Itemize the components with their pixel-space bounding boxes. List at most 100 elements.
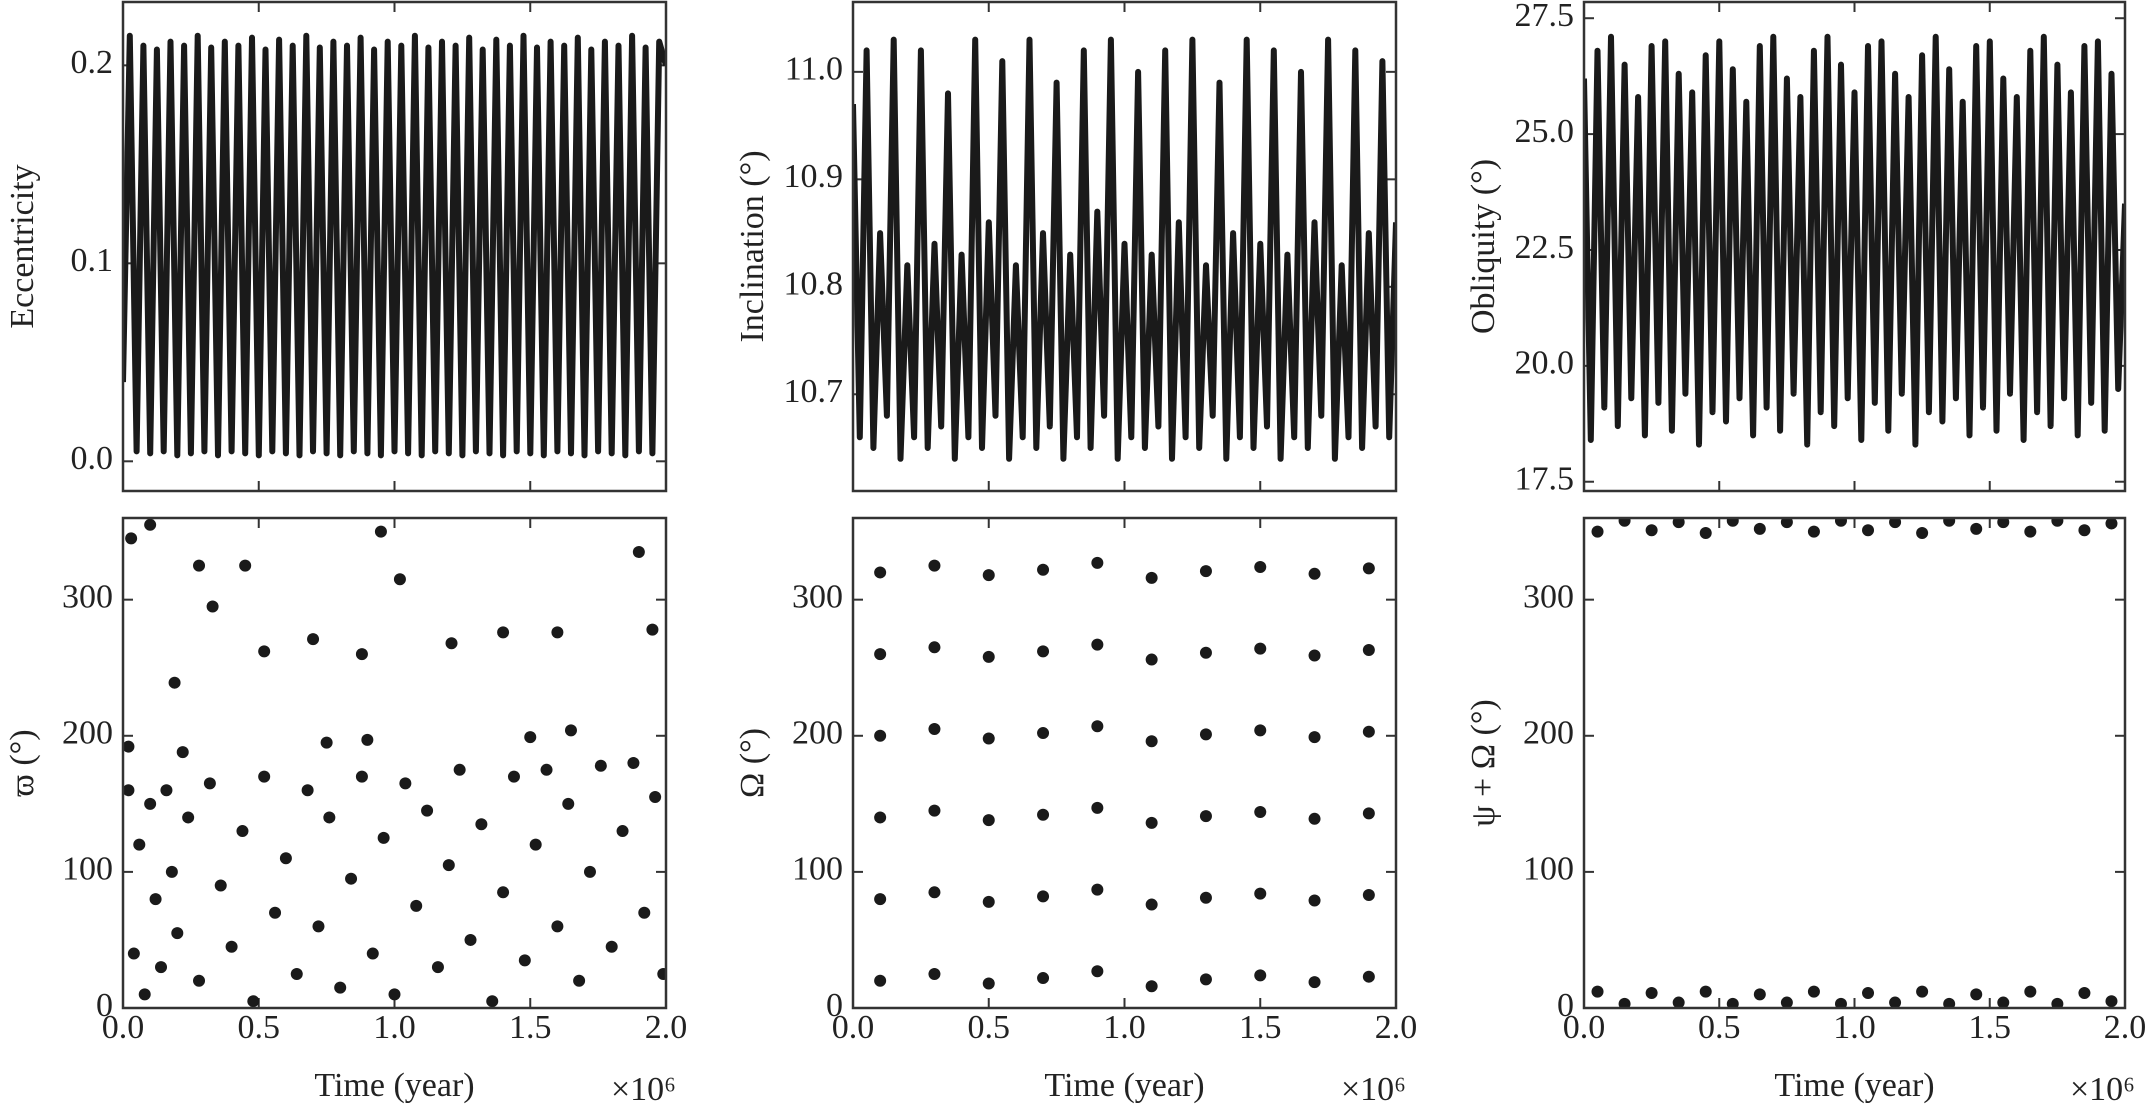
point	[564, 724, 577, 737]
point	[1145, 653, 1158, 666]
point	[874, 893, 887, 906]
x-tick-label: 1.0	[1833, 1009, 1876, 1046]
point	[301, 784, 314, 797]
point	[497, 886, 510, 899]
point	[2078, 987, 2091, 1000]
point	[1362, 889, 1375, 902]
point	[1970, 988, 1983, 1001]
point	[928, 967, 941, 980]
point	[1672, 996, 1685, 1008]
y-tick-label: 22.5	[1515, 229, 1575, 266]
point	[193, 974, 206, 987]
x-tick-label: 1.0	[373, 1009, 416, 1046]
y-tick-label: 100	[62, 851, 113, 888]
point	[497, 626, 510, 639]
point	[366, 947, 379, 960]
point	[1834, 518, 1847, 527]
x-offset-label: ×10⁶	[611, 1071, 676, 1108]
point	[583, 865, 596, 878]
point	[258, 770, 271, 783]
point	[1645, 987, 1658, 1000]
y-tick-label: 0	[96, 987, 113, 1024]
point	[874, 566, 887, 579]
point	[1726, 518, 1739, 527]
y-tick-label: 17.5	[1515, 461, 1575, 498]
point	[1037, 808, 1050, 821]
y-tick-label: 0.1	[71, 242, 114, 279]
point	[1362, 562, 1375, 575]
point	[507, 770, 520, 783]
point	[2024, 525, 2037, 538]
x-axis-label: Time (year)	[314, 1067, 474, 1104]
point	[144, 518, 157, 531]
point	[1618, 518, 1631, 527]
point	[1591, 525, 1604, 538]
point	[445, 637, 458, 650]
point	[1362, 725, 1375, 738]
point	[928, 886, 941, 899]
point	[431, 961, 444, 974]
y-tick-label: 200	[792, 715, 843, 752]
point	[1091, 556, 1104, 569]
data	[123, 32, 666, 459]
point	[1145, 816, 1158, 829]
point	[1145, 980, 1158, 993]
point	[1970, 522, 1983, 535]
plot-frame	[121, 516, 668, 1010]
point	[1362, 970, 1375, 983]
point	[605, 940, 618, 953]
point	[1254, 806, 1267, 818]
point	[1362, 644, 1375, 657]
point	[225, 940, 238, 953]
x-tick-label: 1.5	[1239, 1009, 1282, 1046]
y-tick-label: 27.5	[1515, 0, 1575, 34]
point	[334, 981, 347, 994]
x-offset-label: ×10⁶	[2070, 1071, 2135, 1108]
x-offset-label: ×10⁶	[1341, 1071, 1406, 1108]
point	[874, 729, 887, 742]
point	[1308, 894, 1321, 907]
point	[453, 763, 466, 776]
point	[1862, 987, 1875, 1000]
point	[475, 818, 488, 831]
y-tick-label: 100	[792, 851, 843, 888]
point	[1254, 969, 1267, 982]
plot-frame	[1582, 0, 2127, 493]
point	[355, 770, 368, 783]
point	[144, 797, 157, 810]
point	[594, 759, 607, 772]
x-axis-label: Time (year)	[1044, 1067, 1204, 1104]
data	[1584, 33, 2125, 448]
point	[1943, 518, 1956, 527]
point	[573, 974, 586, 987]
data	[123, 518, 666, 1008]
point	[123, 740, 135, 753]
line	[123, 32, 666, 459]
point	[1308, 812, 1321, 825]
point	[393, 573, 406, 586]
y-tick-label: 0.0	[71, 440, 114, 477]
data	[1591, 518, 2118, 1008]
point	[1308, 731, 1321, 744]
point	[928, 559, 941, 572]
y-tick-label: 0	[826, 987, 843, 1024]
point	[616, 825, 629, 838]
point	[361, 733, 374, 746]
point	[155, 961, 168, 974]
point	[638, 906, 651, 919]
x-tick-label: 1.5	[1969, 1009, 2012, 1046]
y-axis-label: Obliquity (°)	[1465, 159, 1502, 334]
panel: 0 100 200 300 0.0 0.5 1.0 1.5 2.0 ϖ (°) Time (year…	[4, 516, 687, 1108]
point	[269, 906, 282, 919]
line	[1584, 33, 2125, 448]
point	[1753, 522, 1766, 535]
point	[524, 731, 537, 744]
point	[442, 859, 455, 872]
point	[1618, 997, 1631, 1008]
point	[203, 777, 216, 790]
point	[2105, 518, 2118, 530]
point	[1254, 724, 1267, 737]
y-tick-label: 300	[1523, 578, 1574, 615]
point	[1145, 898, 1158, 911]
